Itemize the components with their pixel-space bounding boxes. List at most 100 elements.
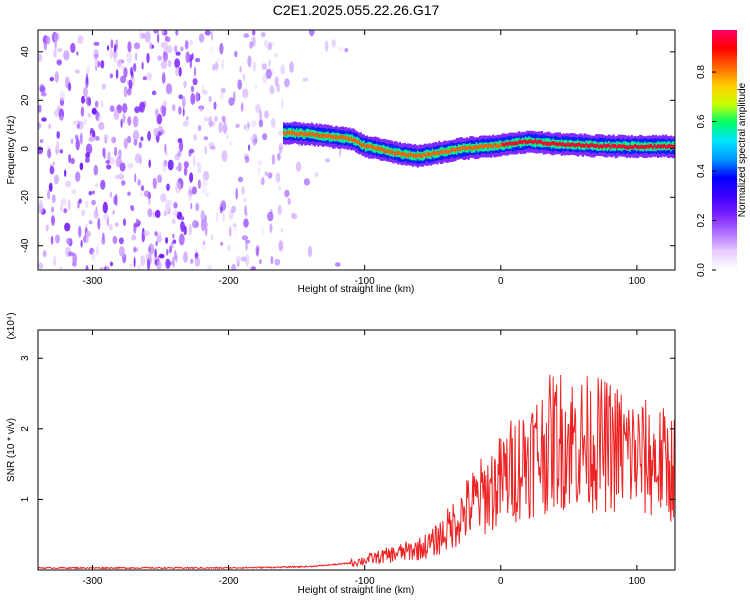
heatmap-signal-cell — [511, 141, 514, 146]
heatmap-noise-cell — [257, 166, 261, 176]
heatmap-noise-cell — [227, 244, 231, 252]
heatmap-noise-cell — [81, 95, 85, 104]
heatmap-noise-cell — [109, 73, 114, 79]
heatmap-noise-cell — [171, 104, 176, 112]
heatmap-noise-cell — [56, 131, 60, 139]
heatmap-noise-cell — [140, 136, 144, 142]
heatmap-noise-cell — [185, 116, 189, 121]
heatmap-noise-cell — [250, 136, 255, 141]
heatmap-noise-cell — [80, 239, 83, 248]
heatmap-noise-cell — [154, 248, 157, 259]
heatmap-noise-cell — [252, 36, 256, 47]
heatmap-noise-cell — [202, 240, 206, 246]
heatmap-signal-cell — [325, 134, 328, 139]
heatmap-cells — [38, 30, 675, 270]
heatmap-noise-cell — [287, 197, 291, 206]
heatmap-noise-cell — [220, 241, 224, 246]
heatmap-signal-cell — [351, 138, 354, 143]
heatmap-noise-cell — [314, 172, 319, 177]
heatmap-noise-cell — [165, 204, 170, 214]
heatmap-noise-cell — [208, 115, 213, 128]
heatmap-noise-cell — [109, 223, 113, 231]
heatmap-noise-cell — [59, 90, 66, 102]
heatmap-noise-cell — [203, 116, 210, 122]
snr-x-ticks: -300 -200 -100 0 100 — [82, 330, 646, 587]
heatmap-noise-cell — [176, 211, 183, 219]
heatmap-signal-cell — [431, 151, 434, 156]
heatmap-noise-cell — [277, 204, 282, 216]
heatmap-noise-cell — [102, 147, 106, 158]
heatmap-noise-cell — [189, 39, 193, 46]
heatmap-noise-cell — [198, 124, 202, 132]
heatmap-signal-cell — [513, 141, 516, 146]
heatmap-signal-cell — [577, 142, 579, 147]
heatmap-noise-cell — [241, 235, 249, 241]
heatmap-signal-cell — [488, 143, 491, 148]
heatmap-signal-cell — [436, 151, 439, 155]
heatmap-signal-cell — [622, 144, 625, 149]
heatmap-noise-cell — [204, 224, 208, 237]
heatmap-noise-cell — [221, 150, 228, 162]
heatmap-noise-cell — [213, 101, 217, 110]
heatmap-signal-cell — [296, 132, 299, 136]
heatmap-signal-cell — [635, 144, 638, 149]
colorbar-tick-label: 0.6 — [696, 114, 707, 128]
heatmap-noise-cell — [91, 107, 97, 115]
heatmap-signal-cell — [354, 138, 357, 143]
heatmap-noise-cell — [183, 251, 188, 263]
heatmap-signal-cell — [294, 131, 297, 136]
heatmap-signal-cell — [523, 139, 526, 144]
heatmap-noise-cell — [228, 209, 234, 220]
heatmap-signal-cell — [560, 142, 563, 147]
heatmap-signal-cell — [426, 152, 429, 156]
heatmap-noise-cell — [79, 132, 83, 145]
heatmap-noise-cell — [265, 68, 272, 80]
heatmap-signal-cell — [372, 145, 375, 150]
heatmap-noise-cell — [256, 245, 260, 252]
heatmap-noise-cell — [146, 72, 153, 81]
heatmap-noise-cell — [261, 176, 265, 186]
heatmap-signal-cell — [439, 150, 442, 155]
heatmap-noise-cell — [50, 206, 55, 213]
heatmap-noise-cell — [94, 100, 99, 108]
heatmap-noise-cell — [97, 217, 101, 230]
heatmap-signal-cell — [657, 144, 659, 149]
heatmap-signal-cell — [590, 143, 593, 147]
heatmap-noise-cell — [160, 193, 167, 203]
heatmap-signal-cell — [462, 145, 465, 150]
heatmap-signal-cell — [627, 145, 630, 150]
heatmap-noise-cell — [118, 173, 125, 180]
heatmap-noise-cell — [47, 148, 52, 159]
heatmap-signal-cell — [531, 139, 534, 144]
heatmap-noise-cell — [240, 256, 247, 262]
heatmap-noise-cell — [92, 190, 95, 195]
spectrogram-x-tick-label: 0 — [498, 276, 504, 287]
heatmap-signal-cell — [546, 141, 548, 146]
heatmap-signal-cell — [658, 144, 661, 149]
heatmap-signal-cell — [568, 143, 571, 147]
heatmap-signal-cell — [459, 147, 462, 151]
heatmap-noise-cell — [148, 243, 155, 256]
heatmap-noise-cell — [263, 39, 269, 48]
heatmap-noise-cell — [104, 265, 107, 270]
heatmap-signal-cell — [443, 150, 446, 155]
heatmap-noise-cell — [248, 144, 251, 151]
spectrogram-y-tick-label: -20 — [20, 190, 31, 205]
heatmap-noise-cell — [246, 259, 249, 268]
heatmap-signal-cell — [397, 150, 400, 155]
heatmap-noise-cell — [259, 109, 263, 121]
heatmap-signal-cell — [413, 153, 416, 158]
heatmap-noise-cell — [140, 185, 145, 192]
heatmap-signal-cell — [670, 144, 673, 149]
heatmap-noise-cell — [38, 146, 44, 155]
heatmap-signal-cell — [608, 143, 610, 148]
heatmap-noise-cell — [53, 49, 57, 58]
heatmap-noise-cell — [260, 31, 266, 38]
heatmap-signal-cell — [599, 144, 602, 149]
heatmap-signal-cell — [549, 142, 552, 147]
heatmap-noise-cell — [245, 123, 250, 133]
heatmap-signal-cell — [580, 143, 583, 148]
heatmap-signal-cell — [519, 140, 522, 144]
heatmap-noise-cell — [70, 42, 76, 54]
